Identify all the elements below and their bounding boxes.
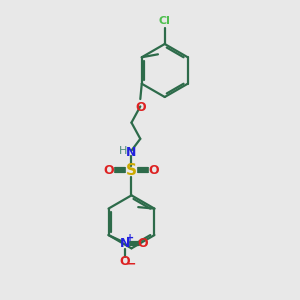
Text: H: H	[119, 146, 128, 156]
Text: N: N	[126, 146, 137, 159]
Text: O: O	[138, 237, 148, 250]
Text: −: −	[126, 257, 136, 271]
Text: N: N	[119, 237, 130, 250]
Text: O: O	[149, 164, 160, 177]
Text: O: O	[103, 164, 114, 177]
Text: O: O	[135, 101, 146, 114]
Text: +: +	[126, 233, 134, 243]
Text: S: S	[126, 163, 137, 178]
Text: Cl: Cl	[159, 16, 171, 26]
Text: O: O	[119, 255, 130, 268]
